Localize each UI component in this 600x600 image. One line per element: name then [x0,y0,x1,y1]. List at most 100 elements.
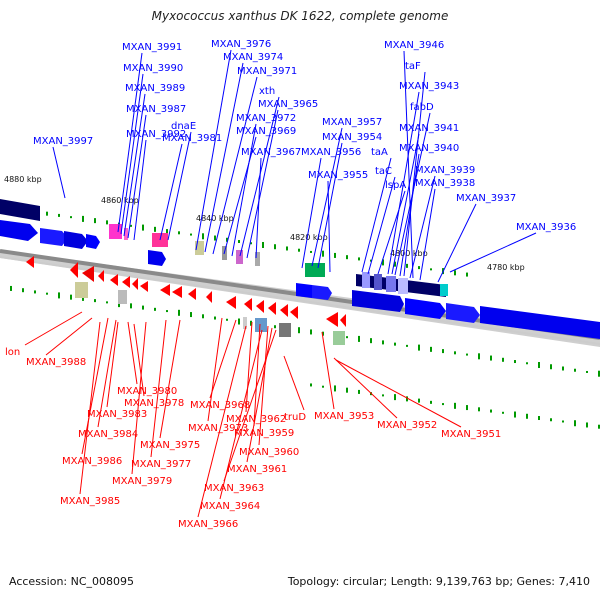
gc-tick [406,396,408,402]
gene-label: MXAN_3939 [415,165,475,176]
gc-tick [250,320,252,326]
forward-gene-arrow [148,250,166,266]
gc-tick [22,288,24,293]
gc-tick [70,294,72,300]
gc-tick [562,420,564,423]
gc-tick [130,303,132,309]
gc-tick [322,331,324,336]
gc-tick [94,299,96,303]
gc-tick [322,385,324,388]
gene-leader-line [24,311,83,346]
gc-tick [46,211,48,216]
gc-tick [238,318,240,325]
gc-tick [154,307,156,311]
forward-gene-labels: MXAN_3991 MXAN_3990 MXAN_3989 MXAN_3987 MXAN… [33,39,576,283]
gc-tick [334,385,336,392]
gc-tick [322,250,324,257]
gc-tick [406,263,408,268]
gene-label: MXAN_3987 [126,104,186,115]
gene-label: truD [284,412,306,423]
gene-leader-line [283,355,305,411]
gene-leader-line [167,131,192,241]
gene-leader-line [437,203,477,283]
gc-tick [250,242,252,245]
gene-leader-line [127,114,147,239]
gene-leader-line [391,133,420,275]
gc-tick [262,241,264,248]
gene-block [398,278,408,294]
forward-gene-arrow [86,234,100,249]
gc-tick [514,360,516,364]
gene-leader-line [419,188,436,281]
ruler-label: 4780 kbp [487,263,525,272]
gene-block [362,272,370,288]
gc-tick [394,342,396,346]
gc-tick [58,213,60,217]
gc-tick [178,231,180,235]
gene-label: MXAN_3989 [125,83,185,94]
gc-tick [370,259,372,262]
gene-leader-line [239,96,280,257]
gene-leader-line [97,319,117,428]
gene-label: lspA [385,180,406,191]
gene-leader-line [246,109,279,259]
forward-gene-arrow [312,285,332,300]
gene-leader-line [209,319,237,399]
gc-tick [178,309,180,316]
gene-leader-line [123,93,146,237]
gc-tick [418,398,420,403]
gc-tick [190,312,192,318]
gene-label: MXAN_3969 [236,126,296,137]
gene-leader-line [367,176,396,275]
gene-label: MXAN_3984 [78,429,138,440]
gene-label: MXAN_3943 [399,81,459,92]
gc-tick [298,248,300,252]
gene-leader-line [117,52,143,233]
gene-leader-line [212,76,258,255]
gene-leader-line [79,321,101,495]
gene-label: MXAN_3952 [377,420,437,431]
map-title: Myxococcus xanthus DK 1622, complete gen… [151,9,449,23]
gc-tick [358,257,360,261]
gc-tick [442,349,444,354]
gc-tick [154,226,156,232]
gc-tick [466,405,468,411]
gc-tick [46,292,48,295]
gene-label: MXAN_3937 [456,193,516,204]
gene-label: fabD [410,102,434,113]
gc-tick [118,301,120,308]
gene-label: MXAN_3975 [140,440,200,451]
gc-tick [502,411,504,414]
gc-tick [238,240,240,244]
gc-tick [430,268,432,271]
gene-label: MXAN_3997 [33,136,93,147]
gene-leader-line [223,329,277,482]
gene-label: MXAN_3953 [314,411,374,422]
gc-tick [274,325,276,329]
gene-label: MXAN_3978 [124,398,184,409]
gc-tick [334,252,336,258]
gene-leader-line [127,321,138,385]
gc-tick [478,353,480,360]
gene-label: MXAN_3965 [258,99,318,110]
gene-label: lon [5,347,20,358]
gene-leader-line [195,49,232,251]
gc-tick [466,353,468,356]
gc-tick [562,366,564,371]
gene-leader-line [311,127,343,267]
gc-tick [166,229,168,234]
gene-label: MXAN_3936 [516,222,576,233]
feature-boxes [75,224,345,345]
gc-tick [394,261,396,267]
gene-leader-line [403,71,426,277]
gc-tick [358,335,360,342]
gene-label: MXAN_3941 [399,123,459,134]
gene-leader-line [399,153,420,277]
gene-label: MXAN_3977 [131,459,191,470]
gc-tick [550,418,552,422]
genome-stats-text: Topology: circular; Length: 9,139,763 bp… [287,575,590,588]
gene-label: MXAN_3964 [200,501,260,512]
gene-leader-line [245,321,253,413]
gene-label: MXAN_3957 [322,117,382,128]
